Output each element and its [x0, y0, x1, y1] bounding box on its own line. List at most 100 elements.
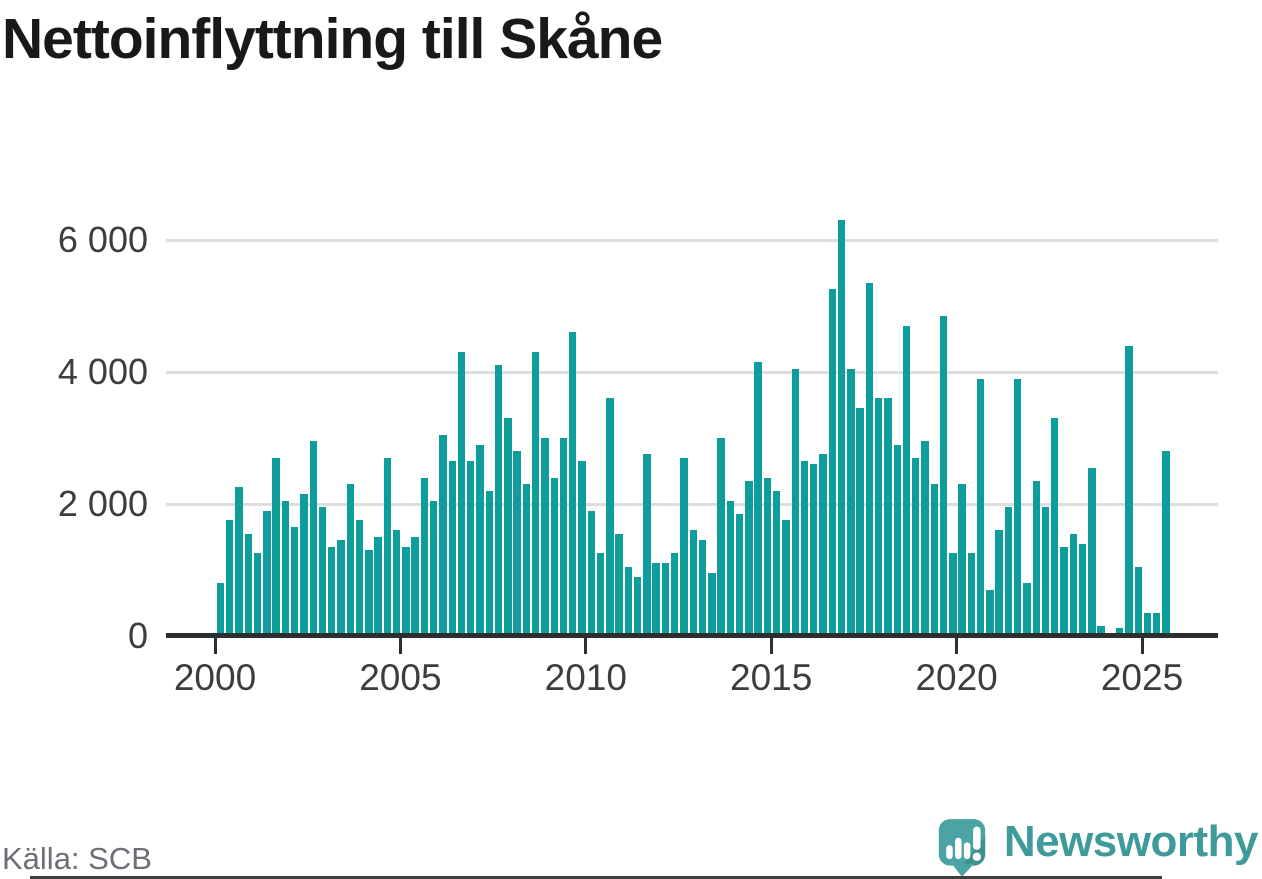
- x-axis-tick-2010: [584, 636, 588, 654]
- bar-2003-q4: [355, 520, 364, 636]
- bar-2019-q3: [939, 316, 948, 636]
- bar-2023-q3: [1088, 468, 1096, 636]
- bar-2012-q3: [680, 458, 688, 636]
- bar-2013-q4: [726, 501, 735, 636]
- bar-2017-q1: [847, 369, 855, 636]
- bar-2010-q4: [615, 534, 623, 636]
- bar-2017-q4: [874, 398, 883, 636]
- gridline-6000: [166, 238, 1218, 242]
- bar-2020-q3: [976, 379, 985, 636]
- bar-2002-q4: [318, 507, 327, 636]
- bar-2021-q4: [1023, 583, 1031, 636]
- bar-2000-q1: [216, 583, 225, 636]
- x-axis-tick-label: 2020: [915, 657, 998, 698]
- bar-2002-q3: [309, 441, 317, 636]
- bar-2025-q3: [1162, 451, 1170, 636]
- bar-2018-q3: [902, 326, 911, 636]
- bar-2009-q4: [578, 461, 586, 636]
- x-axis-tick-label: 2010: [544, 657, 627, 698]
- bar-2008-q3: [531, 352, 540, 636]
- bar-2007-q2: [485, 491, 494, 636]
- newsworthy-logo-text: Newsworthy: [1003, 817, 1259, 866]
- bar-2022-q2: [1041, 507, 1050, 636]
- bar-2025-q1: [1143, 613, 1152, 636]
- bar-2019-q1: [921, 441, 929, 636]
- y-axis-tick-label: 2 000: [57, 483, 148, 524]
- x-axis-tick-2015: [769, 636, 773, 654]
- bar-2009-q3: [569, 332, 577, 636]
- bar-2014-q1: [735, 514, 744, 636]
- x-axis-tick-2005: [398, 636, 402, 654]
- bar-2013-q1: [698, 540, 707, 636]
- x-axis-tick-2020: [955, 636, 959, 654]
- bar-2004-q1: [365, 550, 373, 636]
- bar-2012-q4: [689, 530, 697, 636]
- bar-2011-q3: [643, 454, 651, 636]
- bar-2015-q2: [782, 520, 790, 636]
- bar-2016-q2: [819, 454, 827, 636]
- bar-2024-q2: [1115, 628, 1124, 636]
- bar-2020-q1: [958, 484, 966, 636]
- y-axis-tick-label: 4 000: [57, 351, 148, 392]
- bar-2009-q2: [559, 438, 568, 636]
- bar-2006-q2: [448, 461, 456, 636]
- y-axis-tick-label: 0: [127, 615, 148, 656]
- bar-2009-q1: [550, 478, 558, 636]
- bar-2003-q2: [337, 540, 345, 636]
- bar-2007-q1: [476, 445, 484, 636]
- bar-2021-q3: [1014, 379, 1022, 636]
- bar-2006-q4: [467, 461, 475, 636]
- bar-2004-q4: [392, 530, 401, 636]
- bar-2022-q4: [1060, 547, 1068, 636]
- bar-2003-q1: [328, 547, 336, 636]
- bar-2010-q1: [587, 511, 595, 636]
- bar-2016-q4: [837, 220, 846, 636]
- source-label: Källa: SCB: [2, 841, 152, 876]
- bar-2010-q2: [596, 553, 605, 636]
- bar-2018-q4: [912, 458, 920, 636]
- x-axis-tick-label: 2015: [730, 657, 813, 698]
- bar-2019-q4: [949, 553, 957, 636]
- bar-2023-q4: [1097, 626, 1105, 636]
- x-axis-tick-label: 2005: [359, 657, 442, 698]
- x-axis-tick-2000: [213, 636, 217, 654]
- window-bottom-edge: [30, 876, 1162, 879]
- bar-2011-q4: [652, 563, 660, 636]
- bar-2019-q2: [930, 484, 938, 636]
- bar-2022-q3: [1051, 418, 1059, 636]
- bar-2014-q2: [745, 481, 753, 636]
- bar-2010-q3: [606, 398, 614, 636]
- bar-2016-q1: [810, 464, 818, 636]
- bar-2016-q3: [828, 289, 836, 636]
- bar-2024-q3: [1125, 346, 1133, 636]
- bar-2002-q2: [300, 494, 308, 636]
- bar-2020-q4: [986, 590, 994, 636]
- gridline-2000: [166, 502, 1218, 506]
- bar-2000-q2: [226, 520, 234, 636]
- bar-2025-q2: [1153, 613, 1161, 636]
- bar-2021-q1: [995, 530, 1003, 636]
- bar-2005-q3: [420, 478, 429, 636]
- bar-2018-q2: [893, 445, 901, 636]
- bar-2012-q1: [661, 563, 670, 636]
- chart-title: Nettoinflyttning till Skåne: [2, 7, 663, 71]
- bar-2012-q2: [671, 553, 679, 636]
- bar-2021-q2: [1004, 507, 1013, 636]
- newsworthy-speech-bubble-chart-icon: [938, 819, 986, 877]
- bar-2008-q1: [513, 451, 521, 636]
- x-axis-line: [166, 633, 1218, 638]
- bar-2004-q2: [374, 537, 382, 636]
- bar-2001-q2: [263, 511, 271, 636]
- bar-2017-q3: [865, 283, 874, 636]
- bar-2022-q1: [1032, 481, 1040, 636]
- bar-2004-q3: [383, 458, 392, 636]
- bar-2023-q1: [1069, 534, 1078, 636]
- bar-2013-q3: [717, 438, 725, 636]
- bar-2008-q2: [522, 484, 531, 636]
- newsworthy-logo[interactable]: Newsworthy: [936, 816, 1259, 878]
- bar-2024-q4: [1134, 567, 1142, 636]
- y-axis-tick-label: 6 000: [57, 219, 148, 260]
- bar-2000-q3: [235, 487, 243, 636]
